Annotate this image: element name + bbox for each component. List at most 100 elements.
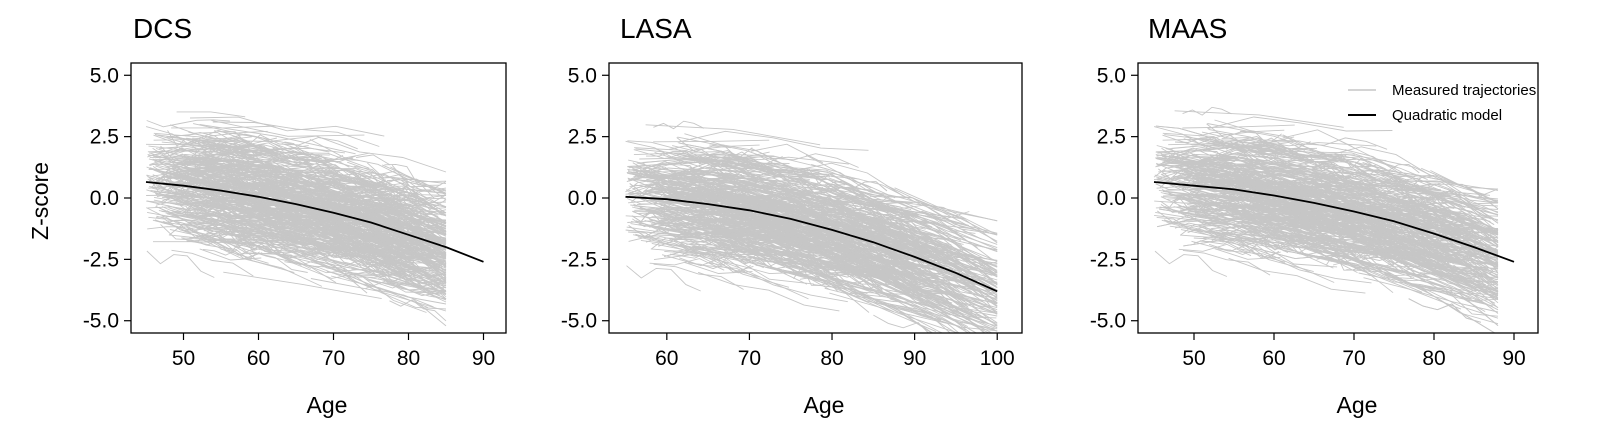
trajectory-line (343, 250, 447, 284)
y-tick-label: 0.0 (568, 187, 597, 210)
legend-label-trajectories: Measured trajectories (1392, 82, 1536, 99)
trajectory-line (223, 271, 382, 300)
trajectory-line (1375, 180, 1499, 191)
trajectory-line (1406, 200, 1464, 225)
trajectory-line (1162, 129, 1285, 146)
trajectory-line (842, 268, 965, 310)
trajectory-line (734, 194, 904, 231)
trajectory-line (1275, 190, 1326, 204)
trajectory-line (1155, 211, 1289, 254)
trajectory-line (249, 167, 354, 186)
trajectory-line (210, 138, 295, 150)
trajectory-line (680, 183, 776, 212)
trajectory-line (1228, 257, 1366, 294)
trajectory-line (356, 154, 391, 166)
trajectory-line (261, 231, 318, 256)
trajectory-line (1182, 106, 1232, 116)
trajectory-line (1156, 164, 1331, 187)
trajectory-line (799, 271, 998, 314)
trajectory-line (1291, 233, 1429, 279)
trajectory-line (1207, 116, 1393, 132)
trajectory-line (1201, 131, 1308, 159)
trajectory-line (628, 231, 681, 248)
trajectory-line (645, 124, 821, 146)
trajectory-line (1403, 206, 1499, 240)
trajectory-line (670, 245, 729, 262)
trajectory-line (189, 116, 385, 137)
trajectory-line (689, 188, 774, 210)
trajectory-line (1265, 180, 1430, 210)
trajectory-line (632, 210, 805, 264)
trajectory-line (1221, 156, 1415, 211)
trajectory-line (1196, 167, 1253, 180)
trajectory-line (272, 135, 447, 173)
y-tick-label: 0.0 (1097, 187, 1126, 210)
trajectory-line (1168, 210, 1319, 248)
trajectory-line (1394, 185, 1452, 205)
trajectory-line (199, 169, 234, 182)
trajectory-line (1187, 226, 1255, 237)
trajectory-line (1243, 203, 1449, 270)
trajectory-line (663, 174, 742, 181)
trajectory-line (344, 188, 390, 208)
trajectory-line (321, 238, 352, 253)
x-tick-label: 80 (397, 347, 420, 370)
trajectory-line (1432, 259, 1499, 279)
trajectory-line (183, 200, 336, 253)
trajectory-line (1336, 245, 1499, 301)
trajectory-line (721, 157, 860, 180)
trajectory-line (784, 219, 870, 237)
trajectory-line (771, 169, 860, 199)
trajectory-line (690, 251, 746, 272)
y-tick-label: -2.5 (561, 248, 597, 271)
trajectory-line (272, 164, 444, 231)
trajectory-line (175, 203, 208, 220)
trajectory-line (1202, 234, 1281, 259)
trajectory-line (206, 232, 260, 248)
trajectory-line (212, 190, 319, 211)
trajectory-line (1270, 215, 1364, 234)
trajectory-line (653, 139, 770, 143)
trajectory-line (265, 191, 435, 213)
trajectory-line (780, 237, 945, 282)
x-tick-label: 50 (1182, 347, 1205, 370)
trajectory-line (1156, 216, 1208, 234)
trajectory-line (1154, 250, 1228, 277)
y-tick-label: 5.0 (90, 64, 119, 87)
trajectory-line (193, 123, 381, 198)
trajectory-line (1379, 249, 1492, 275)
trajectory-line (1172, 174, 1249, 196)
trajectory-line (664, 251, 726, 264)
trajectory-line (805, 154, 959, 218)
trajectory-line (211, 231, 334, 251)
trajectory-line (370, 238, 447, 255)
trajectory-line (697, 271, 840, 312)
y-tick-label: -5.0 (561, 310, 597, 333)
trajectory-line (181, 140, 330, 153)
trajectory-line (1180, 205, 1366, 214)
trajectory-line (186, 138, 314, 166)
trajectory-line (1189, 182, 1260, 195)
panel-lasa: LASA Age 5.0 2.5 0.0 -2.5 -5.0 60 70 80 90 100 (561, 13, 1023, 418)
trajectory-line (224, 179, 300, 195)
trajectory-line (1427, 231, 1499, 248)
trajectory-line (697, 151, 790, 164)
trajectory-line (1201, 199, 1330, 233)
trajectory-line (176, 111, 246, 118)
y-tick-label: 5.0 (568, 64, 597, 87)
trajectory-line (824, 243, 949, 294)
trajectory-line (154, 129, 251, 144)
trajectory-line (644, 220, 745, 227)
trajectory-line (1208, 229, 1392, 275)
trajectory-line (1261, 228, 1462, 310)
trajectory-line (1259, 141, 1377, 147)
trajectory-line (214, 130, 314, 166)
trajectory-line (692, 245, 751, 262)
trajectory-line (1194, 139, 1352, 152)
trajectory-line (1176, 194, 1245, 201)
trajectory-line (1310, 229, 1480, 282)
trajectory-line (1311, 235, 1426, 262)
trajectory-line (1372, 187, 1499, 214)
trajectory-line (232, 143, 359, 161)
trajectory-line (1420, 272, 1499, 296)
